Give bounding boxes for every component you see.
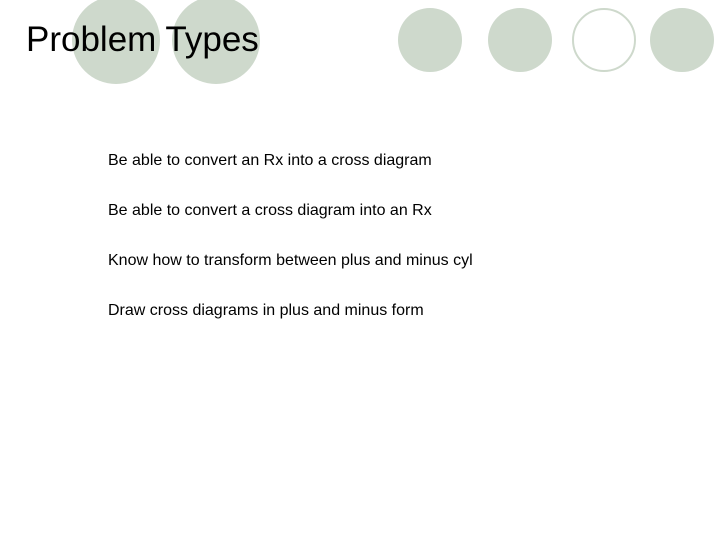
bullet-item: Be able to convert an Rx into a cross di… bbox=[108, 152, 473, 170]
bullet-item: Know how to transform between plus and m… bbox=[108, 252, 473, 270]
decorative-circle bbox=[488, 8, 552, 72]
decorative-circle bbox=[650, 8, 714, 72]
decorative-circle bbox=[398, 8, 462, 72]
bullet-item: Be able to convert a cross diagram into … bbox=[108, 202, 473, 220]
decorative-circle bbox=[572, 8, 636, 72]
bullet-list: Be able to convert an Rx into a cross di… bbox=[108, 152, 473, 352]
slide: Problem Types Be able to convert an Rx i… bbox=[0, 0, 720, 540]
bullet-item: Draw cross diagrams in plus and minus fo… bbox=[108, 302, 473, 320]
slide-title: Problem Types bbox=[26, 20, 259, 60]
